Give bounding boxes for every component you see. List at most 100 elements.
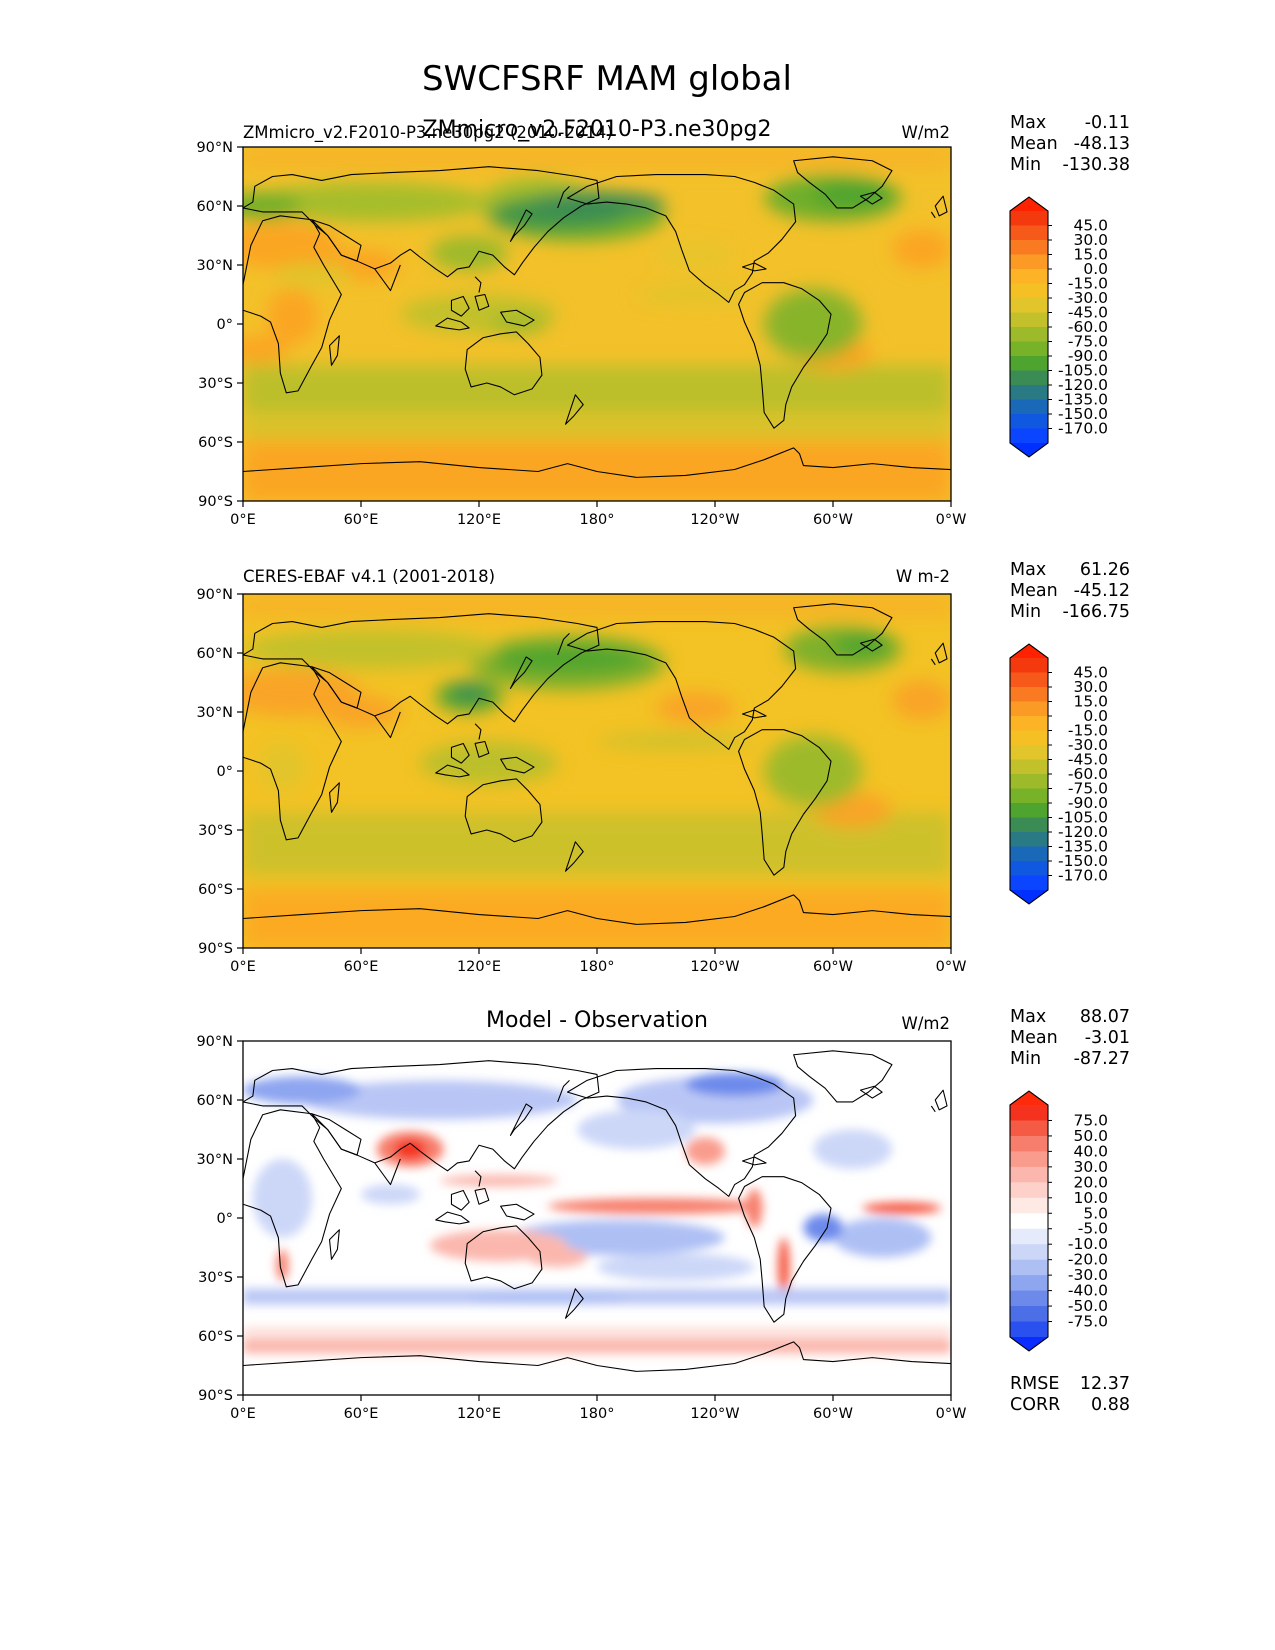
- lon-tick-label: 120°E: [457, 512, 501, 528]
- colorbar-extend-top: [1010, 644, 1048, 658]
- panel-1-units: W/m2: [902, 123, 950, 142]
- panel-2-stat-label-max: Max: [1010, 560, 1046, 580]
- panel-3-corr-value: 0.88: [1091, 1395, 1130, 1415]
- colorbar-tick-label: -135.0: [1058, 391, 1108, 409]
- panel-3-rmse-label: RMSE: [1010, 1374, 1059, 1394]
- lat-tick-label: 90°S: [198, 1388, 233, 1404]
- panel-1-field: [223, 147, 951, 501]
- panel-1-stat-label-max: Max: [1010, 113, 1046, 133]
- panel-3-stat-value-mean: -3.01: [1085, 1028, 1130, 1048]
- lon-tick-label: 60°E: [344, 512, 379, 528]
- colorbar-segment: [1010, 399, 1048, 415]
- panel-3-stat-value-max: 88.07: [1080, 1007, 1130, 1027]
- colorbar-segment: [1010, 269, 1048, 285]
- panel-1-overlap-title: ZMmicro_v2.F2010-P3.ne30pg2: [423, 117, 772, 142]
- panel-3-stat-value-min: -87.27: [1074, 1049, 1130, 1069]
- colorbar-segment: [1010, 658, 1048, 674]
- colorbar-segment: [1010, 788, 1048, 804]
- colorbar-tick-label: -45.0: [1068, 751, 1108, 769]
- panel-1-left-title: ZMmicro_v2.F2010-P3.ne30pg2 (2010-2014): [243, 123, 613, 143]
- panel-1-stat-label-min: Min: [1010, 155, 1041, 175]
- colorbar-tick-label: 30.0: [1073, 1158, 1108, 1176]
- colorbar-tick-label: -45.0: [1068, 304, 1108, 322]
- lon-tick-label: 60°E: [344, 1406, 379, 1422]
- panel-2-units: W m-2: [896, 567, 950, 586]
- panel-1-colorbar: 45.030.015.00.0-15.0-30.0-45.0-60.0-75.0…: [1009, 196, 1108, 458]
- panel-3-field: [243, 1041, 951, 1395]
- colorbar-tick-label: -10.0: [1068, 1235, 1108, 1253]
- panel-1-stat-label-mean: Mean: [1010, 134, 1058, 154]
- colorbar-tick-label: -90.0: [1068, 794, 1108, 812]
- colorbar-extend-bottom: [1010, 890, 1048, 904]
- lon-tick-label: 120°W: [690, 959, 739, 975]
- colorbar-segment: [1010, 1275, 1048, 1292]
- lat-tick-label: 60°S: [198, 435, 233, 451]
- lat-tick-label: 90°S: [198, 941, 233, 957]
- lat-tick-label: 60°N: [196, 646, 233, 662]
- lat-tick-label: 60°N: [196, 1093, 233, 1109]
- lon-tick-label: 120°W: [690, 512, 739, 528]
- colorbar-tick-label: 45.0: [1073, 217, 1108, 235]
- colorbar-tick-label: -30.0: [1068, 1266, 1108, 1284]
- panel-2-map: [223, 594, 951, 948]
- panel-2-lat-axis: 90°N 60°N 30°N 0° 30°S 60°S 90°S: [196, 587, 243, 957]
- panel-2-field: [223, 594, 951, 948]
- lat-tick-label: 60°S: [198, 882, 233, 898]
- lon-tick-label: 60°W: [813, 1406, 853, 1422]
- colorbar-tick-label: 5.0: [1083, 1204, 1108, 1222]
- colorbar-tick-label: 0.0: [1083, 260, 1108, 278]
- colorbar-segment: [1010, 1135, 1048, 1152]
- lat-tick-label: 30°N: [196, 258, 233, 274]
- colorbar-segment: [1010, 1166, 1048, 1183]
- colorbar-segment: [1010, 875, 1048, 891]
- panel-3-lat-axis: 90°N 60°N 30°N 0° 30°S 60°S 90°S: [196, 1034, 243, 1404]
- colorbar-tick-label: -50.0: [1068, 1297, 1108, 1315]
- colorbar-tick-label: -5.0: [1078, 1220, 1108, 1238]
- lat-tick-label: 30°S: [198, 1270, 233, 1286]
- lat-tick-label: 90°N: [196, 587, 233, 603]
- colorbar-tick-label: -170.0: [1058, 867, 1108, 885]
- lat-tick-label: 30°S: [198, 823, 233, 839]
- colorbar-tick-label: -30.0: [1068, 289, 1108, 307]
- panel-1-stat-value-min: -130.38: [1062, 155, 1130, 175]
- colorbar-tick-label: 75.0: [1073, 1111, 1108, 1129]
- map-panel-1: ZMmicro_v2.F2010-P3.ne30pg2 (2010-2014) …: [196, 113, 1130, 528]
- colorbar-tick-label: 45.0: [1073, 664, 1108, 682]
- panel-2-left-title: CERES-EBAF v4.1 (2001-2018): [243, 567, 495, 586]
- panel-3-units: W/m2: [902, 1014, 950, 1033]
- colorbar-tick-label: -120.0: [1058, 376, 1108, 394]
- lon-tick-label: 180°: [580, 959, 615, 975]
- colorbar-tick-label: 10.0: [1073, 1189, 1108, 1207]
- colorbar-segment: [1010, 1259, 1048, 1276]
- colorbar-tick-label: -135.0: [1058, 838, 1108, 856]
- colorbar-tick-label: -15.0: [1068, 275, 1108, 293]
- lon-tick-label: 60°W: [813, 512, 853, 528]
- colorbar-segment: [1010, 716, 1048, 732]
- lat-tick-label: 30°S: [198, 376, 233, 392]
- colorbar-segment: [1010, 1182, 1048, 1199]
- colorbar-tick-label: 40.0: [1073, 1142, 1108, 1160]
- panel-1-stat-value-mean: -48.13: [1074, 134, 1130, 154]
- colorbar-segment: [1010, 832, 1048, 848]
- panel-3-stat-label-mean: Mean: [1010, 1028, 1058, 1048]
- colorbar-tick-label: -60.0: [1068, 318, 1108, 336]
- colorbar-segment: [1010, 356, 1048, 372]
- lat-tick-label: 30°N: [196, 1152, 233, 1168]
- colorbar-extend-bottom: [1010, 1337, 1048, 1351]
- panel-3-lon-axis: 0°E 60°E 120°E 180° 120°W 60°W 0°W: [230, 1395, 966, 1422]
- lon-tick-label: 0°E: [230, 512, 256, 528]
- colorbar-tick-label: -170.0: [1058, 420, 1108, 438]
- colorbar-segment: [1010, 341, 1048, 357]
- colorbar-extend-bottom: [1010, 443, 1048, 457]
- panel-2-lon-axis: 0°E 60°E 120°E 180° 120°W 60°W 0°W: [230, 948, 966, 975]
- colorbar-segment: [1010, 1321, 1048, 1338]
- lat-tick-label: 90°S: [198, 494, 233, 510]
- colorbar-segment: [1010, 327, 1048, 343]
- colorbar-segment: [1010, 370, 1048, 386]
- colorbar-outline: [1009, 1090, 1049, 1352]
- colorbar-tick-label: -30.0: [1068, 736, 1108, 754]
- colorbar-segment: [1010, 1228, 1048, 1245]
- colorbar-tick-label: -75.0: [1068, 780, 1108, 798]
- colorbar-segment: [1010, 240, 1048, 256]
- panel-3-stat-label-min: Min: [1010, 1049, 1041, 1069]
